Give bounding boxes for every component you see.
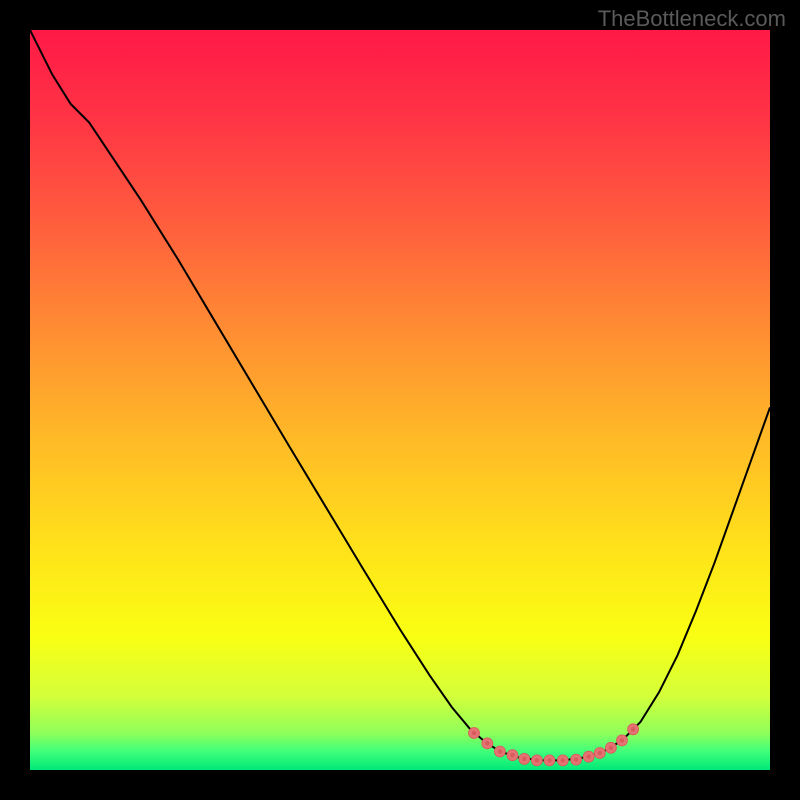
chart-lines	[30, 30, 770, 770]
plot-area	[30, 30, 770, 770]
chart-container: TheBottleneck.com	[0, 0, 800, 800]
watermark-text: TheBottleneck.com	[598, 6, 786, 32]
bottleneck-curve	[30, 30, 770, 760]
optimal-range-markers	[469, 724, 639, 766]
